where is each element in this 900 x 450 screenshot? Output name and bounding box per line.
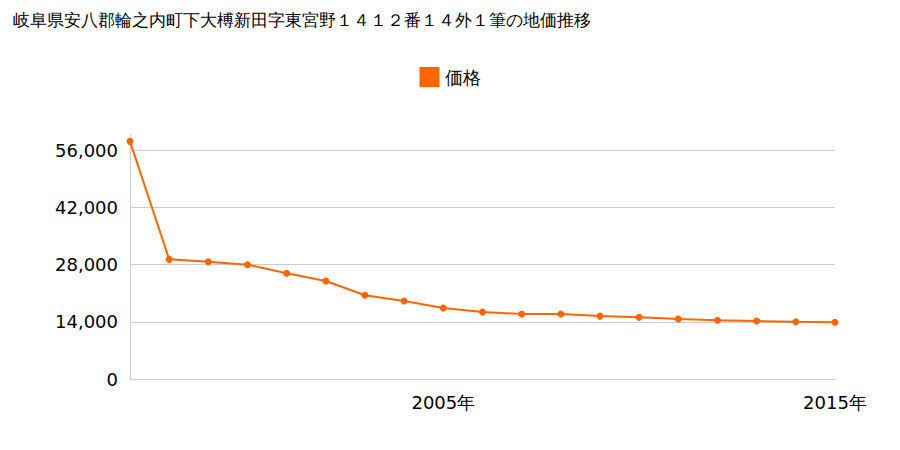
svg-text:56,000: 56,000	[55, 140, 118, 161]
svg-text:2005年: 2005年	[411, 392, 475, 413]
svg-text:14,000: 14,000	[55, 311, 118, 332]
svg-text:2015年: 2015年	[803, 392, 867, 413]
svg-text:0: 0	[107, 369, 118, 390]
svg-text:価格: 価格	[445, 67, 481, 88]
svg-text:28,000: 28,000	[55, 254, 118, 275]
svg-text:42,000: 42,000	[55, 197, 118, 218]
svg-text:岐阜県安八郡輪之内町下大榑新田字東宮野１４１２番１４外１筆の: 岐阜県安八郡輪之内町下大榑新田字東宮野１４１２番１４外１筆の地価推移	[13, 10, 591, 30]
